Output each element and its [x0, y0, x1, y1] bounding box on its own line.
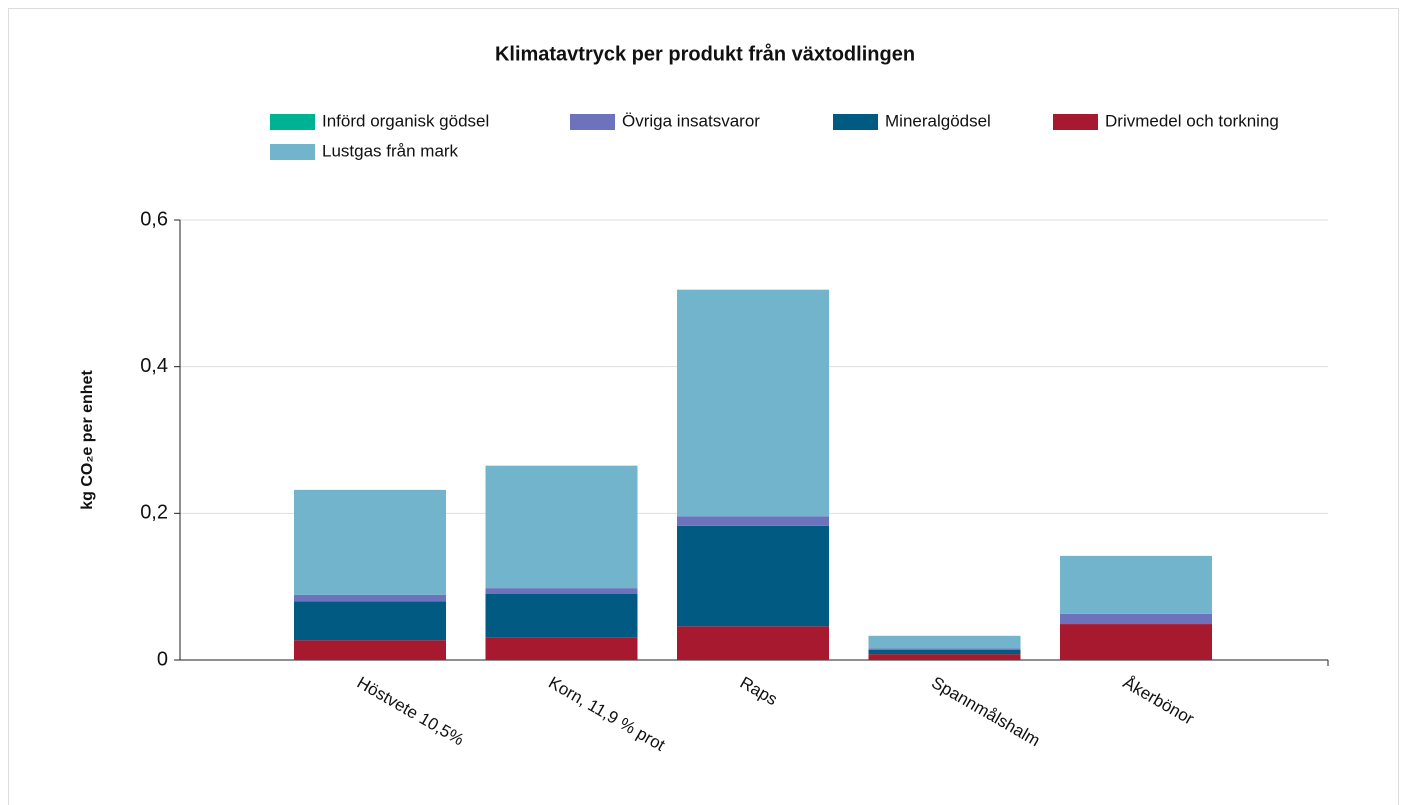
legend-label: Övriga insatsvaror — [622, 111, 760, 130]
bar-segment — [485, 637, 638, 660]
chart-title: Klimatavtryck per produkt från växtodlin… — [495, 42, 915, 65]
bar-segment — [1060, 555, 1212, 614]
bar-segment — [485, 588, 638, 594]
bar-segment — [294, 601, 446, 641]
bar-segment — [485, 594, 638, 638]
legend-swatch — [270, 144, 315, 160]
bar-segment — [868, 635, 1021, 649]
bar-segment — [677, 516, 829, 526]
bar-segment — [294, 640, 446, 660]
legend-label: Införd organisk gödsel — [322, 111, 489, 130]
bar-segment — [677, 289, 829, 517]
y-tick-label: 0 — [157, 648, 168, 670]
bar-segment — [1060, 624, 1212, 660]
bar-segment — [1060, 613, 1212, 625]
bar-segment — [677, 626, 829, 660]
bar-segment — [294, 489, 446, 595]
legend-label: Mineralgödsel — [885, 111, 991, 130]
bar-segment — [294, 594, 446, 602]
legend-swatch — [833, 114, 878, 130]
bar-segment — [868, 648, 1021, 650]
legend-label: Drivmedel och torkning — [1105, 111, 1279, 130]
y-axis-label: kg CO₂e per enhet — [79, 370, 96, 510]
bar-segment — [868, 649, 1021, 655]
legend-swatch — [270, 114, 315, 130]
bar-segment — [868, 654, 1021, 660]
legend-swatch — [570, 114, 615, 130]
legend-swatch — [1053, 114, 1098, 130]
bar-segment — [485, 465, 638, 589]
y-tick-label: 0,6 — [140, 208, 168, 230]
legend-label: Lustgas från mark — [322, 141, 459, 160]
y-tick-label: 0,4 — [140, 355, 168, 377]
bar-segment — [677, 525, 829, 627]
y-tick-label: 0,2 — [140, 502, 168, 524]
